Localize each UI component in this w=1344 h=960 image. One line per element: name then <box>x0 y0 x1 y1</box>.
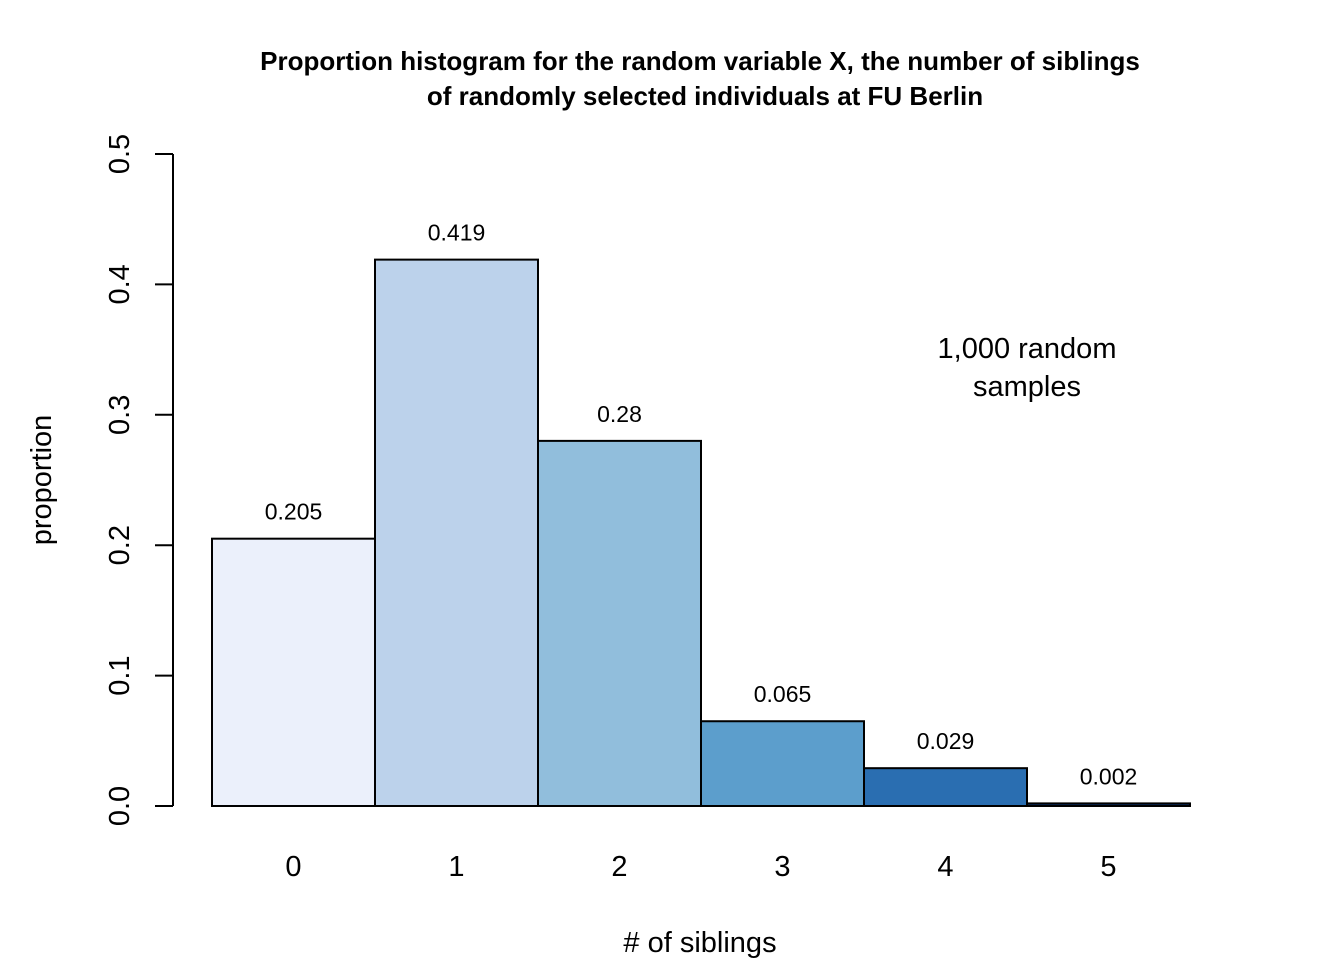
bar-2 <box>537 439 702 807</box>
data-label-3: 0.065 <box>754 681 812 707</box>
y-axis: 0.0 0.1 0.2 0.3 0.4 0.5 <box>104 134 174 826</box>
bar-1 <box>374 258 539 807</box>
y-tick-label: 0.3 <box>104 395 136 435</box>
x-tick-label-4: 4 <box>937 851 953 883</box>
chart-title-line-2: of randomly selected individuals at FU B… <box>427 81 983 111</box>
chart-title-line-1: Proportion histogram for the random vari… <box>260 46 1140 76</box>
y-tick-label: 0.1 <box>104 655 136 695</box>
y-tick-label: 0.2 <box>104 525 136 565</box>
y-tick-label: 0.0 <box>104 786 136 826</box>
y-tick-label: 0.4 <box>104 264 136 304</box>
x-tick-label-2: 2 <box>611 851 627 883</box>
bar-5 <box>1026 802 1191 808</box>
x-tick-labels: 0 1 2 3 4 5 <box>285 851 1116 883</box>
y-axis-label: proportion <box>26 415 58 546</box>
data-label-5: 0.002 <box>1080 763 1138 789</box>
data-labels: 0.205 0.419 0.28 0.065 0.029 0.002 <box>265 220 1138 790</box>
bar-4 <box>863 767 1028 808</box>
x-tick-label-5: 5 <box>1100 851 1116 883</box>
x-tick-label-0: 0 <box>285 851 301 883</box>
x-tick-label-3: 3 <box>774 851 790 883</box>
x-tick-label-1: 1 <box>448 851 464 883</box>
data-label-2: 0.28 <box>597 401 642 427</box>
bar-0 <box>211 537 376 807</box>
x-axis-label: # of siblings <box>623 927 776 959</box>
data-label-4: 0.029 <box>917 728 975 754</box>
bar-3 <box>700 720 865 807</box>
data-label-0: 0.205 <box>265 499 323 525</box>
annotation-line-2: samples <box>973 371 1081 403</box>
y-tick-label: 0.5 <box>104 134 136 174</box>
bars <box>211 258 1191 808</box>
data-label-1: 0.419 <box>428 220 486 246</box>
annotation-line-1: 1,000 random <box>938 333 1117 365</box>
